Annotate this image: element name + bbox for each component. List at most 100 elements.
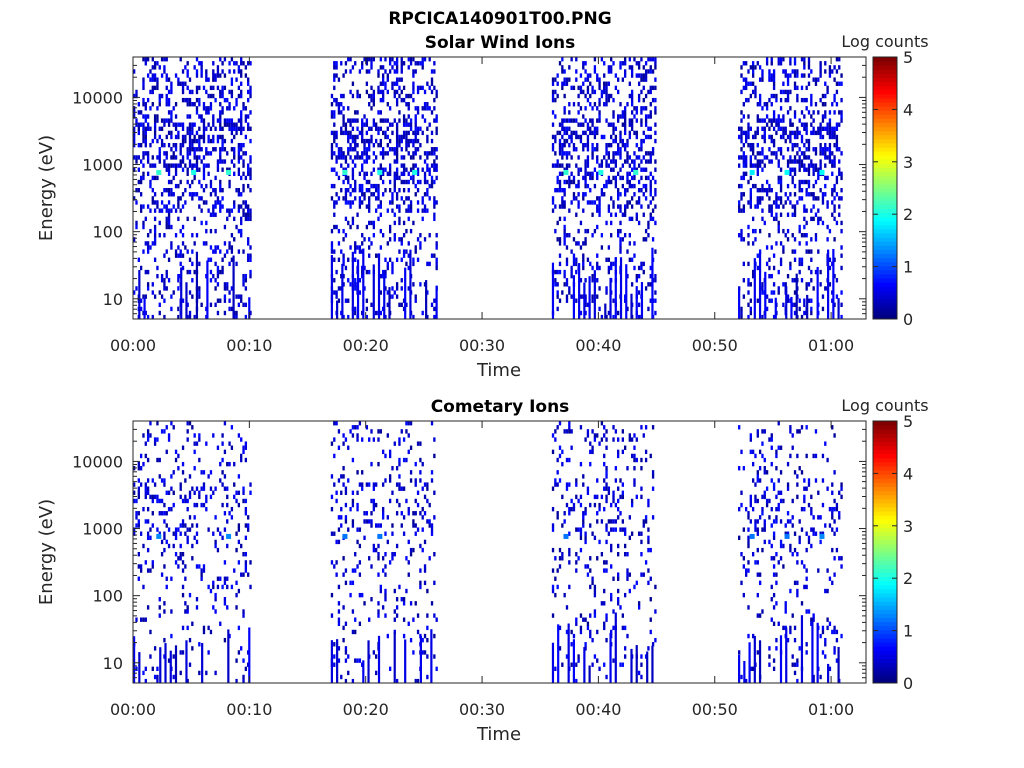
spectrogram-cell bbox=[361, 233, 364, 238]
spectrogram-cell bbox=[207, 138, 210, 144]
spectrogram-cell bbox=[423, 171, 427, 177]
spectrogram-cell bbox=[144, 126, 147, 131]
spectrogram-cell bbox=[240, 93, 243, 99]
colorbar-swatch bbox=[873, 298, 897, 304]
spectrogram-cell bbox=[738, 163, 741, 168]
spectrogram-cell bbox=[565, 482, 569, 487]
spectrogram-cell bbox=[635, 110, 638, 115]
spectrogram-cell bbox=[335, 142, 338, 148]
spectrogram-cell bbox=[838, 81, 841, 86]
spectrogram-cell bbox=[772, 605, 776, 610]
spectrogram-cell bbox=[330, 110, 334, 115]
spectrogram-cell bbox=[572, 261, 576, 267]
spectrogram-cell bbox=[817, 126, 820, 131]
spectrogram-cell bbox=[233, 216, 236, 222]
spectrogram-cell bbox=[628, 93, 631, 99]
spectrogram-cell bbox=[770, 437, 773, 442]
spectrogram-cell bbox=[644, 228, 648, 234]
spectrogram-cell bbox=[796, 429, 799, 434]
spectrogram-cell bbox=[614, 502, 618, 508]
spectrogram-cell bbox=[598, 441, 601, 446]
spectrogram-cell bbox=[354, 286, 357, 291]
spectrogram-cell bbox=[796, 134, 799, 140]
spectrogram-cell bbox=[195, 605, 199, 610]
spectrogram-cell bbox=[596, 126, 599, 131]
spectrogram-cell bbox=[158, 290, 161, 295]
spectrogram-cell bbox=[333, 183, 336, 189]
spectrogram-cell bbox=[607, 257, 611, 262]
spectrogram-cell bbox=[212, 73, 215, 78]
spectrogram-cell bbox=[381, 155, 385, 160]
spectrogram-cell bbox=[249, 110, 252, 115]
spectrogram-cell bbox=[209, 138, 213, 144]
spectrogram-cell bbox=[151, 560, 154, 565]
spectrogram-cell bbox=[344, 515, 348, 520]
spectrogram-cell bbox=[614, 73, 618, 78]
spectrogram-cell bbox=[575, 560, 578, 565]
spectrogram-cell bbox=[617, 588, 620, 594]
spectrogram-cell bbox=[133, 69, 136, 74]
spectrogram-cell bbox=[163, 159, 166, 164]
spectrogram-cell bbox=[351, 251, 354, 319]
spectrogram-cell bbox=[819, 97, 822, 103]
spectrogram-cell bbox=[235, 678, 238, 684]
spectrogram-cell bbox=[230, 130, 234, 136]
spectrogram-cell bbox=[819, 73, 822, 78]
spectrogram-cell bbox=[165, 155, 168, 160]
spectrogram-cell bbox=[235, 490, 238, 495]
spectrogram-cell bbox=[584, 294, 587, 299]
spectrogram-cell bbox=[414, 118, 417, 123]
spectrogram-cell bbox=[249, 188, 252, 193]
spectrogram-cell bbox=[789, 155, 792, 160]
spectrogram-cell bbox=[584, 237, 587, 242]
spectrogram-cell bbox=[740, 233, 743, 238]
spectrogram-cell bbox=[393, 118, 396, 123]
spectrogram-cell bbox=[791, 69, 794, 74]
spectrogram-cell bbox=[221, 196, 224, 201]
spectrogram-cell bbox=[144, 130, 147, 136]
spectrogram-cell bbox=[582, 61, 585, 66]
spectrogram-cell bbox=[649, 159, 652, 164]
spectrogram-cell bbox=[603, 155, 606, 160]
spectrogram-cell bbox=[596, 196, 599, 201]
spectrogram-cell bbox=[160, 498, 164, 504]
spectrogram-cell bbox=[605, 179, 608, 185]
spectrogram-cell bbox=[139, 298, 143, 303]
spectrogram-cell bbox=[388, 122, 392, 127]
spectrogram-cell bbox=[202, 171, 206, 177]
spectrogram-cell bbox=[142, 171, 145, 177]
bright-spot bbox=[226, 169, 232, 175]
spectrogram-cell bbox=[205, 89, 208, 95]
spectrogram-cell bbox=[756, 531, 759, 536]
spectrogram-cell bbox=[789, 122, 792, 127]
spectrogram-cell bbox=[619, 228, 622, 234]
spectrogram-cell bbox=[426, 654, 429, 659]
spectrogram-cell bbox=[800, 188, 804, 193]
spectrogram-cell bbox=[603, 425, 606, 430]
spectrogram-cell bbox=[212, 204, 215, 209]
spectrogram-cell bbox=[637, 200, 641, 205]
spectrogram-cell bbox=[789, 429, 792, 434]
spectrogram-cell bbox=[351, 457, 355, 463]
spectrogram-cell bbox=[558, 216, 562, 222]
spectrogram-cell bbox=[738, 200, 741, 205]
spectrogram-cell bbox=[623, 212, 627, 217]
spectrogram-cell bbox=[167, 102, 171, 107]
spectrogram-cell bbox=[158, 498, 161, 504]
spectrogram-cell bbox=[612, 519, 615, 524]
spectrogram-cell bbox=[563, 151, 566, 156]
spectrogram-cell bbox=[149, 126, 152, 131]
spectrogram-cell bbox=[770, 138, 773, 144]
spectrogram-cell bbox=[610, 597, 613, 602]
spectrogram-cell bbox=[191, 543, 194, 549]
spectrogram-cell bbox=[828, 282, 832, 287]
spectrogram-cell bbox=[370, 65, 373, 70]
spectrogram-cell bbox=[593, 183, 597, 189]
spectrogram-cell bbox=[426, 519, 429, 524]
spectrogram-cell bbox=[751, 65, 755, 70]
spectrogram-cell bbox=[591, 233, 594, 238]
spectrogram-cell bbox=[554, 482, 557, 487]
spectrogram-cell bbox=[619, 138, 622, 144]
spectrogram-cell bbox=[354, 552, 357, 557]
